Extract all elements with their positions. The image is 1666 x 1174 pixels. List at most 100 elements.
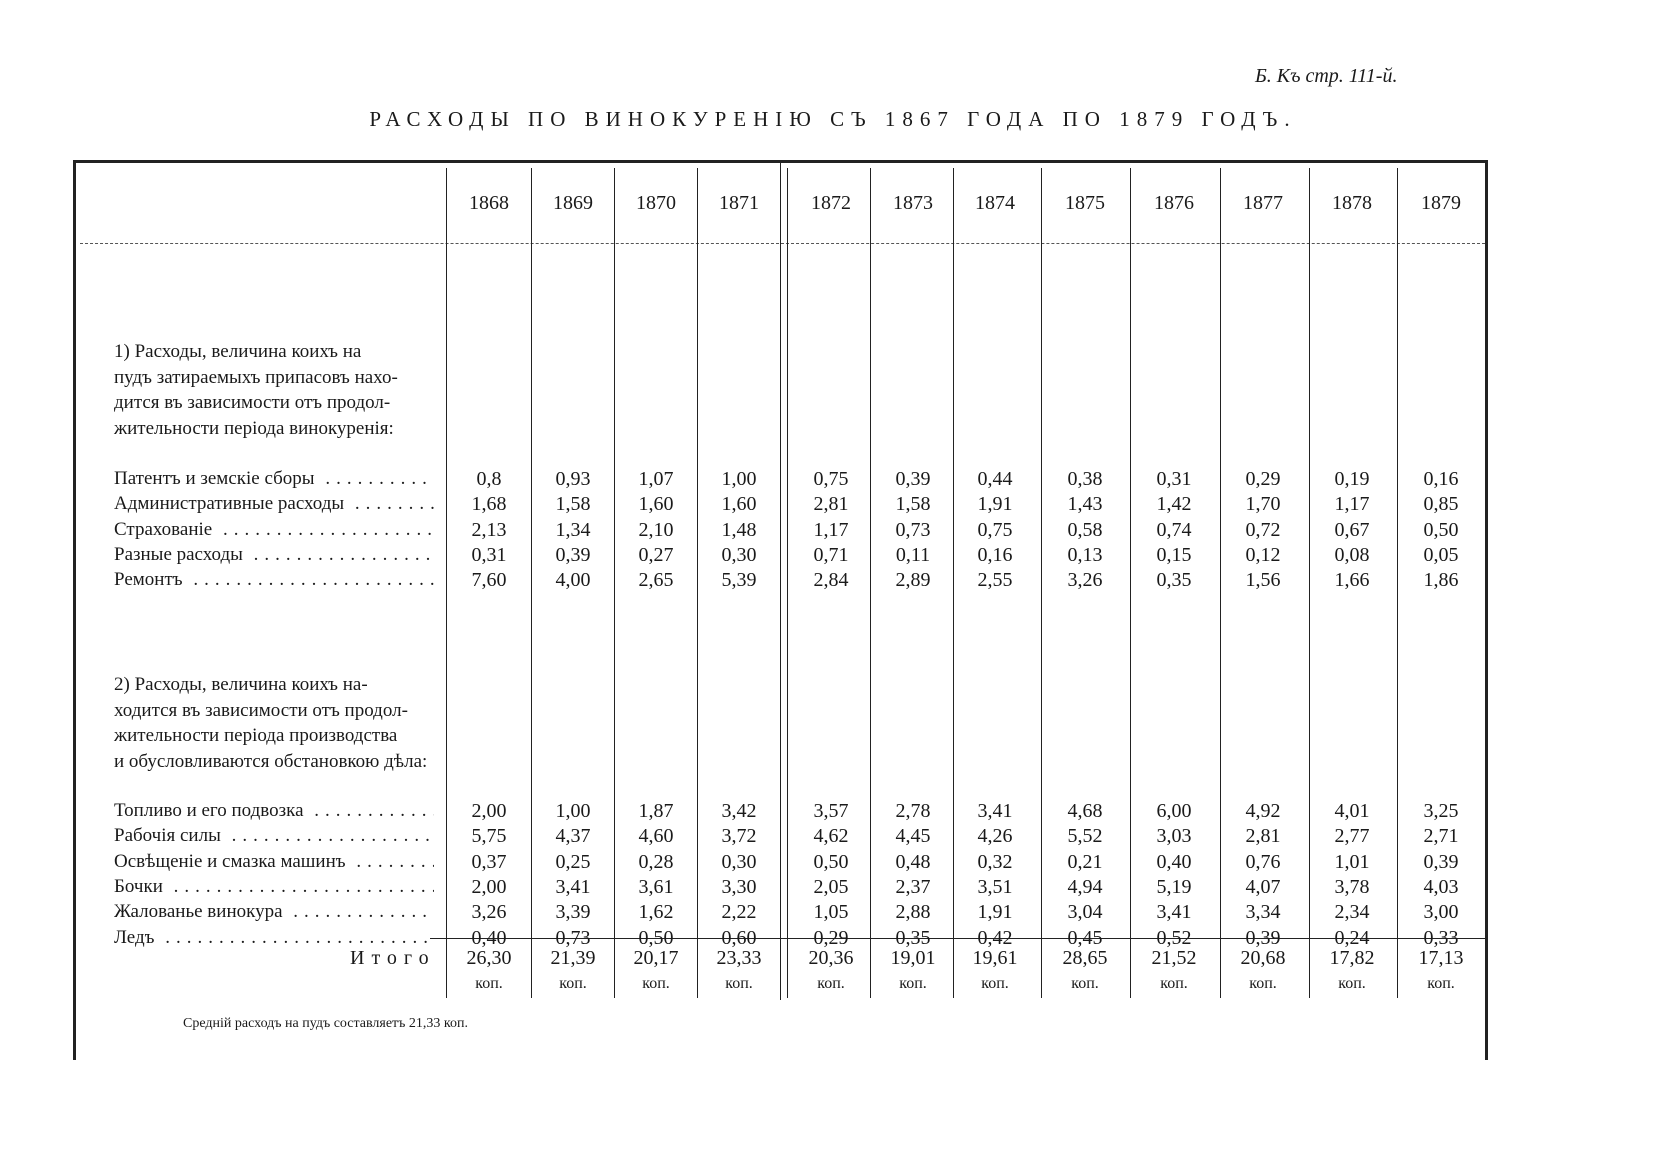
cell-value: 0,39 xyxy=(1423,850,1459,873)
column-rule xyxy=(697,168,698,998)
row-label-text: Ремонтъ xyxy=(114,569,183,591)
cell-value: 0,60 xyxy=(721,926,757,949)
cell-value: 5,75 xyxy=(471,825,507,848)
row-label-text: Рабочія силы xyxy=(114,825,221,847)
cell-value: 0,74 xyxy=(1156,518,1192,541)
cell-value: 0,58 xyxy=(1067,518,1103,541)
cell-value: 4,92 xyxy=(1245,800,1281,822)
year-header: 1871 xyxy=(719,192,759,214)
year-header: 1872 xyxy=(811,192,851,214)
leader-dots: ........................................ xyxy=(293,901,434,923)
cell-value: 1,60 xyxy=(721,493,757,516)
cell-value: 0,50 xyxy=(813,850,849,873)
total-unit: коп. xyxy=(1160,975,1188,992)
section-heading: и обусловливаются обстановкою дѣла: xyxy=(114,750,428,772)
cell-value: 2,88 xyxy=(895,901,931,924)
year-header: 1870 xyxy=(636,192,676,214)
cell-value: 1,48 xyxy=(721,518,757,541)
cell-value: 0,32 xyxy=(977,850,1013,873)
row-label-text: Жалованье винокура xyxy=(114,901,283,923)
leader-dots: ........................................ xyxy=(253,543,434,565)
cell-value: 3,57 xyxy=(813,800,849,822)
cell-value: 0,40 xyxy=(471,926,507,949)
cell-value: 2,81 xyxy=(1245,825,1281,848)
cell-value: 0,50 xyxy=(638,926,674,949)
leader-dots: ........................................ xyxy=(193,569,434,591)
cell-value: 0,31 xyxy=(1156,468,1192,490)
year-header: 1879 xyxy=(1421,192,1461,214)
cell-value: 0,15 xyxy=(1156,543,1192,566)
row-label: Ремонтъ ................................… xyxy=(114,568,434,592)
cell-value: 4,01 xyxy=(1334,800,1370,822)
cell-value: 0,39 xyxy=(1245,926,1281,949)
cell-value: 3,39 xyxy=(555,901,591,924)
total-value: 26,30 xyxy=(466,947,512,969)
cell-value: 3,41 xyxy=(1156,901,1192,924)
cell-value: 4,37 xyxy=(555,825,591,848)
cell-value: 0,73 xyxy=(555,926,591,949)
total-rule xyxy=(430,938,1485,939)
cell-value: 1,42 xyxy=(1156,493,1192,516)
cell-value: 0,38 xyxy=(1067,468,1103,490)
year-header: 1877 xyxy=(1243,192,1283,214)
section-heading: жительности періода производства xyxy=(114,725,398,746)
cell-value: 3,34 xyxy=(1245,901,1281,924)
leader-dots: ........................................ xyxy=(173,875,434,897)
section-heading: дится въ зависимости отъ продол- xyxy=(114,392,391,413)
cell-value: 3,00 xyxy=(1423,901,1459,924)
cell-value: 0,71 xyxy=(813,543,849,566)
total-value: 17,82 xyxy=(1329,947,1375,969)
cell-value: 4,62 xyxy=(813,825,849,848)
cell-value: 1,91 xyxy=(977,901,1013,924)
total-value: 19,61 xyxy=(972,947,1018,969)
cell-value: 1,00 xyxy=(721,468,757,490)
column-rule xyxy=(953,168,954,998)
cell-value: 0,35 xyxy=(1156,569,1192,592)
cell-value: 4,03 xyxy=(1423,875,1459,898)
page-title: РАСХОДЫ ПО ВИНОКУРЕНІЮ СЪ 1867 ГОДА ПО 1… xyxy=(369,107,1297,131)
cell-value: 1,62 xyxy=(638,901,674,924)
cell-value: 3,51 xyxy=(977,875,1013,898)
cell-value: 0,52 xyxy=(1156,926,1192,949)
cell-value: 1,91 xyxy=(977,493,1013,516)
cell-value: 0,05 xyxy=(1423,543,1459,566)
cell-value: 3,78 xyxy=(1334,875,1370,898)
leader-dots: ........................................ xyxy=(325,468,434,489)
cell-value: 0,85 xyxy=(1423,493,1459,516)
cell-value: 2,22 xyxy=(721,901,757,924)
leader-dots: ........................................ xyxy=(354,493,434,515)
row-label: Рабочія силы ...........................… xyxy=(114,824,434,848)
cell-value: 0,29 xyxy=(1245,468,1281,490)
cell-value: 5,52 xyxy=(1067,825,1103,848)
cell-value: 2,71 xyxy=(1423,825,1459,848)
total-unit: коп. xyxy=(1071,975,1099,992)
cell-value: 1,86 xyxy=(1423,569,1459,592)
cell-value: 0,13 xyxy=(1067,543,1103,566)
column-rule xyxy=(870,168,871,998)
total-unit: коп. xyxy=(725,975,753,992)
column-rule xyxy=(1220,168,1221,998)
cell-value: 0,11 xyxy=(895,543,931,566)
cell-value: 1,00 xyxy=(555,800,591,822)
cell-value: 4,68 xyxy=(1067,800,1103,822)
cell-value: 4,00 xyxy=(555,569,591,592)
cell-value: 0,42 xyxy=(977,926,1013,949)
row-label-text: Административные расходы xyxy=(114,493,345,515)
total-unit: коп. xyxy=(559,975,587,992)
column-rule xyxy=(1130,168,1131,998)
year-header: 1875 xyxy=(1065,192,1105,214)
cell-value: 2,05 xyxy=(813,875,849,898)
year-header: 1868 xyxy=(469,192,509,214)
cell-value: 0,12 xyxy=(1245,543,1281,566)
row-label: Бочки ..................................… xyxy=(114,875,434,899)
cell-value: 1,87 xyxy=(638,800,674,822)
total-value: 20,68 xyxy=(1240,947,1286,969)
cell-value: 3,61 xyxy=(638,875,674,898)
section-heading: 2) Расходы, величина коихъ на- xyxy=(114,674,368,695)
cell-value: 0,16 xyxy=(977,543,1013,566)
leader-dots: ........................................ xyxy=(314,800,434,821)
cell-value: 0,19 xyxy=(1334,468,1370,490)
row-label: Разные расходы .........................… xyxy=(114,543,434,567)
year-header: 1869 xyxy=(553,192,593,214)
